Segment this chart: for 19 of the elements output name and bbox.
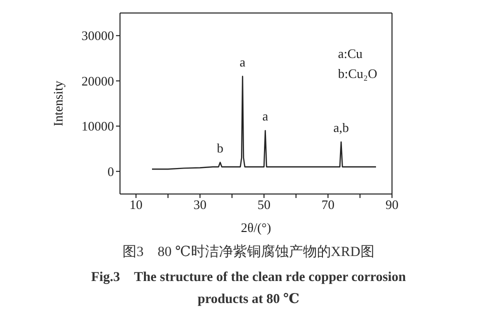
annotation: a bbox=[262, 108, 268, 124]
annotation: b bbox=[216, 140, 224, 156]
x-axis-title: 2θ/(°) bbox=[240, 220, 272, 235]
x-tick-label: 50 bbox=[258, 197, 270, 212]
y-tick-label: 10000 bbox=[82, 118, 114, 134]
y-tick-label: 30000 bbox=[82, 28, 114, 44]
y-tick-label: 0 bbox=[108, 164, 114, 179]
caption: Fig.3 The structure of the clean rde copper corrosion products at 80 ℃ bbox=[90, 268, 407, 308]
annotation: a:Cu bbox=[338, 45, 364, 63]
annotation: a,b bbox=[333, 120, 349, 135]
y-tick-label: 20000 bbox=[82, 73, 114, 88]
caption: 图3 80 ℃时洁净紫铜腐蚀产物的XRD图 bbox=[122, 243, 376, 262]
x-tick-label: 30 bbox=[194, 197, 206, 212]
annotation: a bbox=[240, 54, 246, 70]
x-tick-label: 90 bbox=[386, 197, 398, 212]
annotation: b:Cu₂O bbox=[338, 65, 378, 83]
x-tick-label: 10 bbox=[130, 197, 142, 212]
x-tick-label: 70 bbox=[322, 197, 334, 212]
y-axis-title: Intensity bbox=[50, 80, 66, 126]
